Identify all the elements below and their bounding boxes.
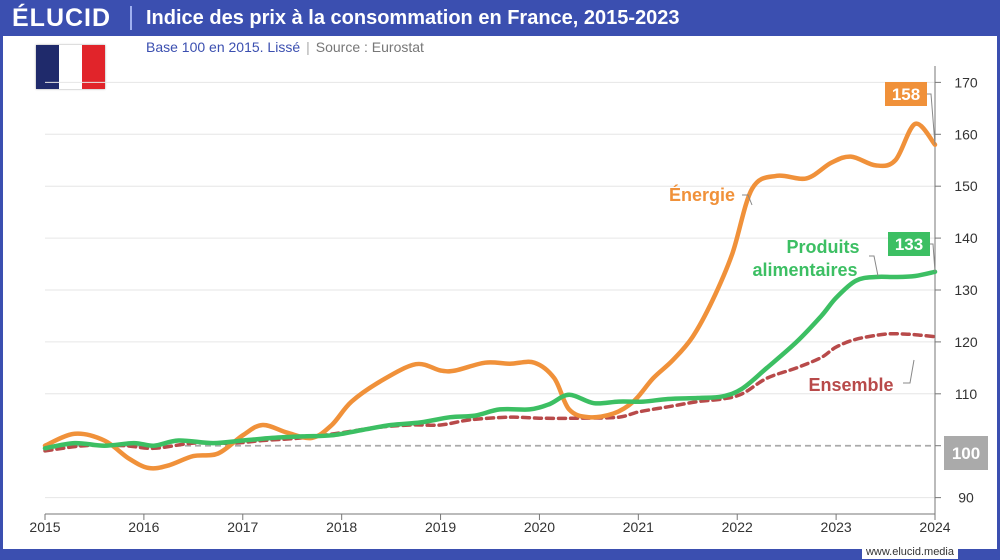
y-tick-label: 160 <box>954 126 978 142</box>
footer-bar <box>0 549 1000 560</box>
series-line-ensemble <box>43 331 937 453</box>
chart-title: Indice des prix à la consommation en Fra… <box>146 7 680 29</box>
annotation-energie-leader <box>742 194 753 206</box>
subtitle-source: Source : Eurostat <box>315 39 424 55</box>
y-tick-label: 150 <box>954 178 978 194</box>
x-tick-label: 2017 <box>227 519 258 535</box>
y-tick-label: 120 <box>954 334 978 350</box>
reference-value-box <box>944 436 988 470</box>
energie-end-value-box <box>885 82 927 106</box>
annotation-ensemble: Ensemble <box>808 375 893 395</box>
annotation-alimentaires-leader <box>869 255 879 277</box>
x-tick-label: 2023 <box>821 519 852 535</box>
x-tick-label: 2022 <box>722 519 753 535</box>
y-tick-label: 130 <box>954 282 978 298</box>
x-tick-label: 2018 <box>326 519 357 535</box>
reference-value: 100 <box>952 444 980 463</box>
x-tick-label: 2024 <box>919 519 950 535</box>
chart-subtitle: Base 100 en 2015. Lissé | Source : Eurosta… <box>146 38 424 56</box>
energie-end-leader <box>927 93 936 145</box>
x-tick-label: 2021 <box>623 519 654 535</box>
annotation-energie: Énergie <box>669 184 735 205</box>
x-tick-label: 2020 <box>524 519 555 535</box>
subtitle-base: Base 100 en 2015. Lissé <box>146 39 301 55</box>
x-tick-label: 2019 <box>425 519 456 535</box>
flag-stripe-blue <box>36 45 59 89</box>
annotation-produits: Produits <box>786 237 859 257</box>
y-tick-label: 140 <box>954 230 978 246</box>
frame-right <box>997 36 1000 549</box>
annotation-ensemble-leader <box>903 359 915 384</box>
y-tick-label: 170 <box>954 74 978 90</box>
header-bar: ÉLUCID Indice des prix à la consommation… <box>0 0 1000 36</box>
footer-url-link[interactable]: www.elucid.media <box>861 545 958 559</box>
y-tick-label: 110 <box>955 386 978 402</box>
series-line-alimentaires <box>42 269 938 451</box>
alimentaires-end-leader <box>930 243 936 272</box>
x-tick-label: 2015 <box>29 519 60 535</box>
brand-logo[interactable]: ÉLUCID <box>12 4 112 32</box>
alimentaires-end-value: 133 <box>895 235 923 254</box>
header-separator <box>130 6 132 30</box>
annotation-alimentaires: alimentaires <box>752 260 857 280</box>
flag-stripe-white <box>59 45 82 89</box>
alimentaires-end-value-box <box>888 232 930 256</box>
france-flag-icon <box>36 45 105 89</box>
x-tick-label: 2016 <box>128 519 159 535</box>
energie-end-value: 158 <box>892 85 920 104</box>
subtitle-divider: | <box>306 39 310 55</box>
y-tick-label: 90 <box>958 490 974 506</box>
flag-stripe-red <box>82 45 105 89</box>
frame-left <box>0 36 3 549</box>
series-line-energie <box>42 121 938 471</box>
